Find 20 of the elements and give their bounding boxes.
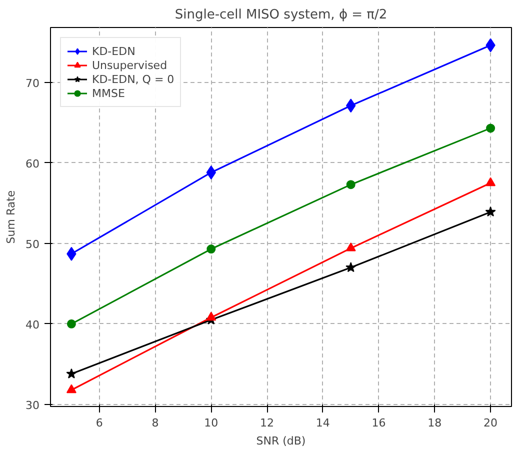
x-tick-label: 16 [372,416,386,430]
y-tick-label: 40 [26,318,40,332]
x-tick-label: 10 [204,416,218,430]
x-tick-label: 12 [260,416,274,430]
legend-label: MMSE [92,86,125,100]
x-axis-title: SNR (dB) [256,434,306,448]
legend-label: Unsupervised [92,58,168,72]
legend-label: KD-EDN [92,44,136,58]
y-tick-label: 50 [26,238,40,251]
x-tick-label: 20 [484,416,498,430]
chart-title: Single-cell MISO system, ϕ = π/2 [174,8,388,22]
legend-label: KD-EDN, Q = 0 [92,72,174,86]
y-tick-label: 30 [26,398,40,412]
y-tick-label: 70 [26,76,40,90]
y-axis-title: Sum Rate [4,190,18,244]
x-tick-label: 18 [428,416,442,430]
x-tick-label: 8 [152,416,159,430]
y-tick-label: 60 [26,157,40,170]
x-tick-label: 14 [316,416,330,430]
x-tick-label: 6 [96,416,103,430]
